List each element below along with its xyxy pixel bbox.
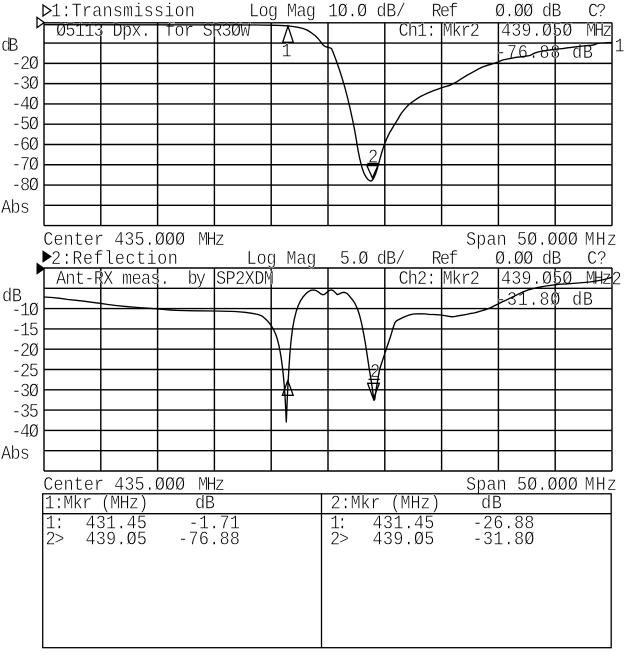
svg-text:-31.8Ø: -31.8Ø (473, 530, 535, 551)
svg-text:1:: 1: (46, 514, 65, 535)
svg-text:-5Ø: -5Ø (11, 115, 39, 136)
svg-text:C?: C? (587, 249, 607, 270)
svg-text:-8Ø: -8Ø (11, 176, 39, 197)
svg-text:Log Mag: Log Mag (247, 249, 317, 270)
svg-text:439.Ø5: 439.Ø5 (373, 530, 435, 551)
svg-text:by: by (188, 269, 207, 290)
svg-text:-7Ø: -7Ø (11, 155, 39, 176)
svg-text:Ø5113 Dpx.: Ø5113 Dpx. (56, 21, 151, 42)
svg-text:-76.88: -76.88 (178, 530, 240, 551)
svg-text:2: 2 (370, 362, 380, 383)
svg-text:Abs: Abs (1, 444, 30, 465)
svg-text:1: 1 (615, 36, 625, 57)
svg-text:2: 2 (612, 270, 622, 291)
svg-text:MHz: MHz (198, 475, 225, 496)
svg-text:dB: dB (1, 36, 19, 57)
svg-text:MHz: MHz (585, 475, 618, 496)
svg-text:431.45: 431.45 (373, 514, 435, 535)
svg-text:Ch2:: Ch2: (399, 269, 437, 290)
svg-text:Ø.ØØ dB: Ø.ØØ dB (495, 2, 562, 23)
svg-text:dB: dB (481, 494, 502, 515)
svg-text:-26.88: -26.88 (473, 514, 535, 535)
svg-text:439.Ø5: 439.Ø5 (86, 530, 148, 551)
svg-text:-31.8Ø dB: -31.8Ø dB (496, 290, 593, 311)
svg-text:1:Mkr (MHz): 1:Mkr (MHz) (45, 494, 149, 515)
svg-text:dB: dB (195, 494, 215, 515)
svg-text:Center 435.ØØØ: Center 435.ØØØ (43, 230, 185, 251)
svg-text:-6Ø: -6Ø (11, 135, 39, 156)
svg-text:Ch1:: Ch1: (399, 21, 437, 42)
svg-text:1:: 1: (330, 514, 348, 535)
svg-text:Ø.ØØ dB: Ø.ØØ dB (495, 249, 562, 270)
svg-text:for SR3ØW: for SR3ØW (165, 21, 251, 42)
svg-text:-3Ø: -3Ø (11, 74, 39, 95)
svg-text:-35: -35 (11, 402, 39, 423)
svg-text:Log Mag: Log Mag (249, 2, 316, 23)
svg-text:2>: 2> (330, 530, 349, 551)
svg-text:2:Reflection: 2:Reflection (51, 249, 178, 270)
svg-text:2: 2 (368, 147, 378, 168)
svg-text:1: 1 (282, 42, 292, 63)
svg-text:MHz: MHz (585, 230, 618, 251)
svg-text:1Ø.Ø dB/: 1Ø.Ø dB/ (328, 2, 406, 23)
svg-text:439.Ø5Ø: 439.Ø5Ø (501, 21, 573, 42)
svg-text:Ant-RX meas.: Ant-RX meas. (56, 269, 170, 290)
svg-text:431.45: 431.45 (86, 514, 148, 535)
svg-text:dB: dB (2, 287, 22, 308)
svg-text:-2Ø: -2Ø (11, 54, 39, 75)
svg-text:-3Ø: -3Ø (11, 382, 39, 403)
svg-text:-25: -25 (11, 361, 39, 382)
svg-text:Center 435.ØØØ: Center 435.ØØØ (43, 475, 185, 496)
svg-text:-15: -15 (11, 321, 39, 342)
svg-text:MHz: MHz (586, 21, 613, 42)
svg-text:C?: C? (588, 2, 607, 23)
svg-text:5.Ø dB/: 5.Ø dB/ (340, 249, 406, 270)
svg-text:2:Mkr (MHz): 2:Mkr (MHz) (331, 494, 441, 515)
svg-text:-1.71: -1.71 (189, 514, 241, 535)
svg-text:Abs: Abs (1, 198, 30, 219)
svg-text:SP2XDM: SP2XDM (216, 269, 274, 290)
svg-text:-2Ø: -2Ø (11, 341, 39, 362)
svg-text:Span 5Ø.ØØØ: Span 5Ø.ØØØ (466, 230, 578, 251)
svg-text:-4Ø: -4Ø (11, 94, 39, 115)
svg-text:Span 5Ø.ØØØ: Span 5Ø.ØØØ (466, 475, 578, 496)
svg-text:Mkr2: Mkr2 (443, 21, 480, 42)
svg-text:Ref: Ref (432, 2, 459, 23)
svg-text:-4Ø: -4Ø (11, 422, 39, 443)
svg-text:2>: 2> (46, 530, 65, 551)
svg-text:Mkr2: Mkr2 (443, 269, 480, 290)
svg-text:-1Ø: -1Ø (11, 301, 39, 322)
svg-text:MHz: MHz (198, 230, 225, 251)
svg-text:Ref: Ref (432, 249, 459, 270)
svg-text:1:Transmission: 1:Transmission (51, 2, 195, 23)
svg-text:MHz: MHz (586, 269, 613, 290)
